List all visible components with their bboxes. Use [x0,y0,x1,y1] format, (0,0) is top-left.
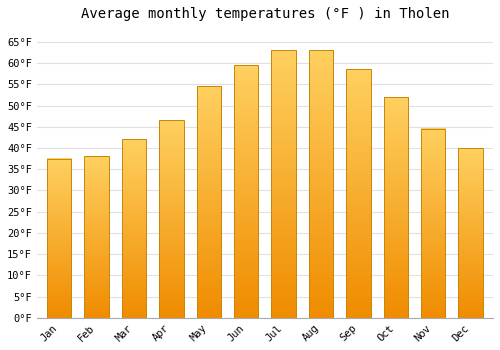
Bar [384,97,408,318]
Title: Average monthly temperatures (°F ) in Tholen: Average monthly temperatures (°F ) in Th… [80,7,449,21]
Bar [458,148,483,318]
Bar [47,159,72,318]
Bar [122,140,146,318]
Bar [234,65,258,318]
Bar [421,129,446,318]
Bar [160,120,184,318]
Bar [346,69,370,318]
Bar [309,50,333,318]
Bar [84,156,109,318]
Bar [272,50,296,318]
Bar [196,86,221,318]
